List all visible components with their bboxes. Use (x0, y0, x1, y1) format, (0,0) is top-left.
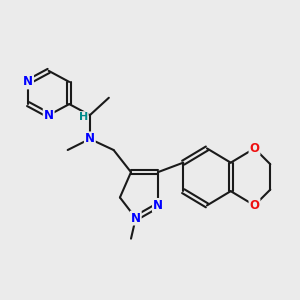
Text: N: N (131, 212, 141, 225)
Text: N: N (153, 199, 163, 212)
Text: O: O (250, 199, 260, 212)
Text: H: H (79, 112, 88, 122)
Text: O: O (250, 142, 260, 155)
Text: N: N (44, 109, 54, 122)
Text: N: N (23, 75, 33, 88)
Text: N: N (85, 132, 95, 146)
